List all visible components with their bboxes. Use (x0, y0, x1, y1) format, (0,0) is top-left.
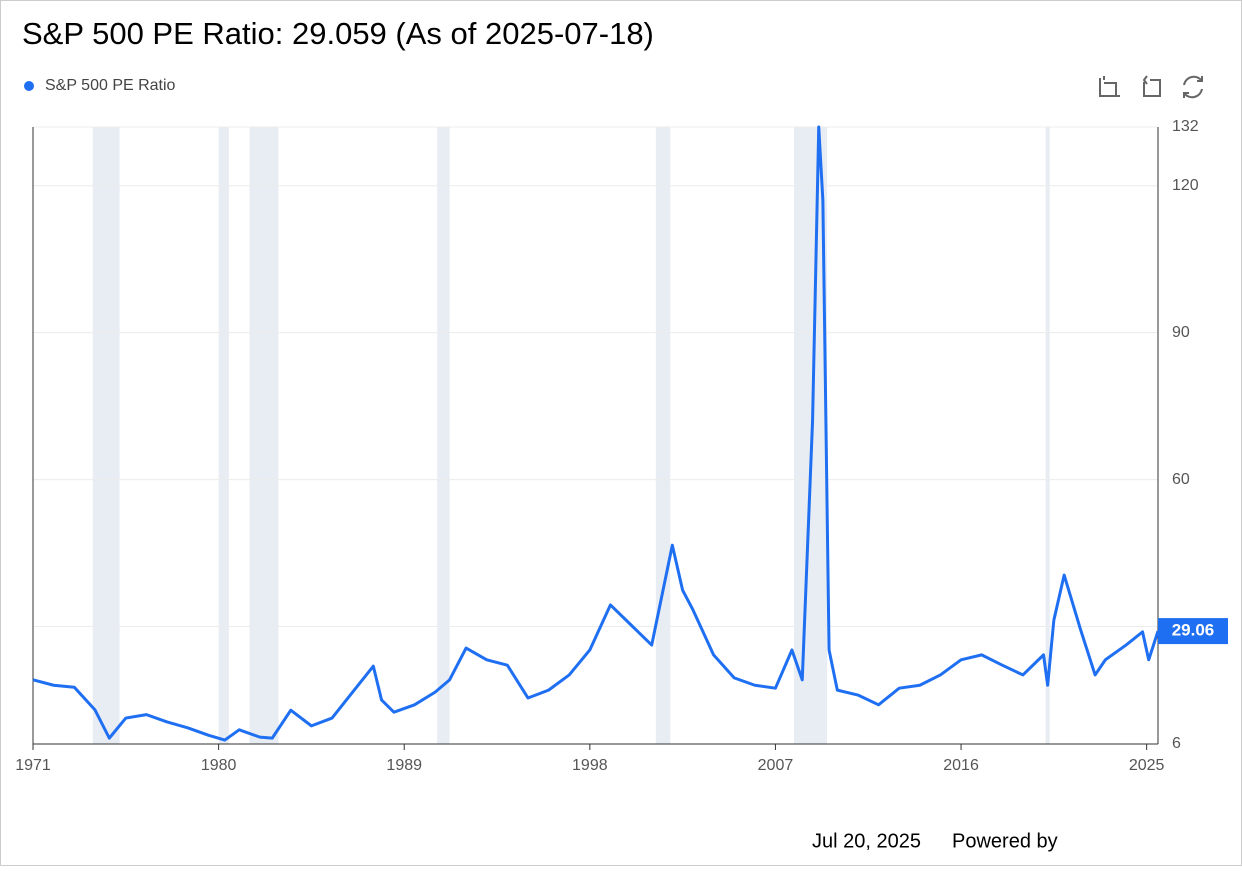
recession-band (1045, 127, 1050, 744)
zoom-icon[interactable] (1099, 76, 1120, 97)
x-tick-label: 1980 (201, 757, 237, 774)
recession-band (655, 127, 671, 744)
y-tick-label: 6 (1172, 735, 1181, 752)
undo-icon[interactable] (1142, 75, 1161, 97)
footer-credit: Powered by (952, 830, 1058, 852)
recession-band (437, 127, 450, 744)
y-tick-label: 90 (1172, 324, 1190, 341)
y-tick-label: 60 (1172, 471, 1190, 488)
x-tick-label: 2016 (943, 757, 979, 774)
end-label: 29.06 (1172, 621, 1215, 640)
y-tick-label: 120 (1172, 177, 1199, 194)
recession-band (249, 127, 279, 744)
end-label-box (1158, 618, 1228, 645)
reset-icon[interactable] (1183, 75, 1203, 99)
series-line (32, 125, 1160, 742)
x-tick-label: 2025 (1129, 757, 1165, 774)
x-tick-label: 1971 (15, 757, 51, 774)
x-tick-label: 1998 (572, 757, 608, 774)
legend-marker (24, 81, 34, 91)
recession-band (92, 127, 120, 744)
x-tick-label: 2007 (758, 757, 794, 774)
footer-date: Jul 20, 2025 (812, 830, 921, 852)
y-tick-label: 132 (1172, 118, 1199, 135)
x-tick-label: 1989 (386, 757, 422, 774)
toolbar[interactable] (1099, 75, 1203, 99)
legend-label: S&P 500 PE Ratio (45, 77, 176, 94)
recession-band (218, 127, 229, 744)
chart-title: S&P 500 PE Ratio: 29.059 (As of 2025-07-… (22, 16, 654, 51)
